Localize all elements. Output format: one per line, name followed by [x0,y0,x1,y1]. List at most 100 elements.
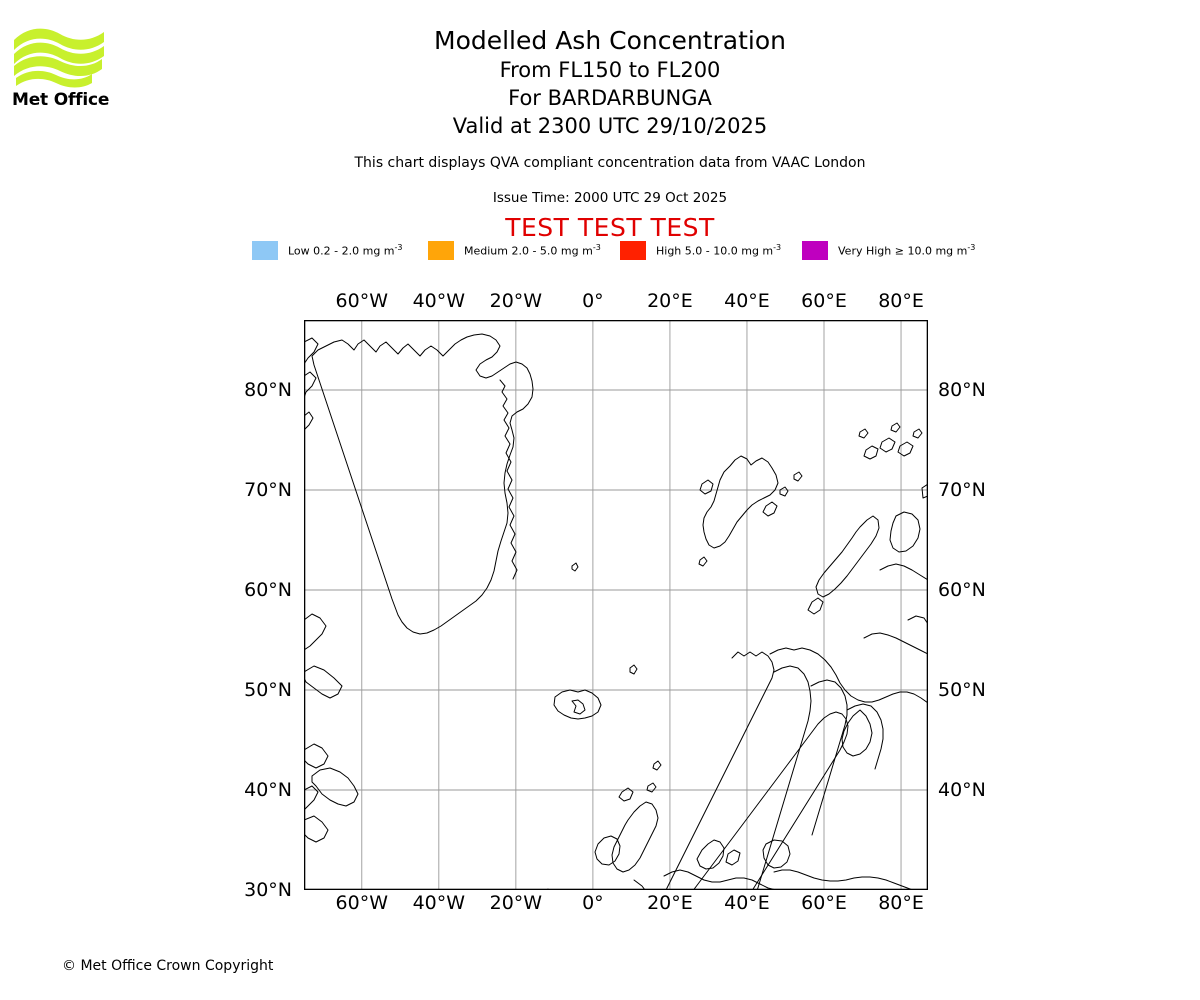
greenland-east-fjords [499,379,518,580]
iceland-coastline [553,689,602,720]
ob-estuary [907,615,928,625]
lon-tick-label-bottom-60°W: 60°W [335,892,388,914]
norway-west-coast [692,711,849,890]
faroe-islands [629,664,638,675]
legend-swatch-very-high [802,240,828,260]
lat-tick-label-left-80°N: 80°N [244,379,292,401]
great-britain [611,801,659,873]
denmark-jutland [696,839,725,870]
franz-josef-land-islet-1 [858,428,869,439]
iceland-glacier [571,699,586,715]
flight-level-range: From FL150 to FL200 [499,58,721,82]
zealand-island [725,849,741,866]
lat-tick-label-right-50°N: 50°N [938,679,986,701]
baffin-island-north [304,411,314,431]
legend-item-medium: Medium 2.0 - 5.0 mg m-3 [428,239,601,261]
gulf-st-lawrence [304,815,329,843]
ash-concentration-map [304,320,928,890]
met-office-logo [12,24,122,114]
lon-tick-label-top-60°E: 60°E [801,290,847,312]
met-office-logo-text: Met Office [12,90,110,110]
lon-tick-label-bottom-20°W: 20°W [489,892,543,914]
svalbard-spitsbergen [702,455,779,549]
norway-north-coast [665,651,775,890]
legend-label-medium: Medium 2.0 - 5.0 mg m-3 [464,242,601,258]
siberia-coast [863,632,928,655]
franz-josef-land-central [879,437,896,453]
north-sea-south-coast [663,869,777,890]
novaya-zemlya [815,515,880,598]
lon-tick-label-top-60°W: 60°W [335,290,388,312]
lat-tick-label-left-50°N: 50°N [244,679,292,701]
finland-russia-border [846,703,884,770]
lon-tick-label-top-0°: 0° [582,290,604,312]
lat-tick-label-right-80°N: 80°N [938,379,986,401]
lat-tick-label-right-40°N: 40°N [938,779,986,801]
severnaya-zemlya-edge [921,483,928,499]
test-banner: TEST TEST TEST [505,213,715,242]
legend-item-very-high: Very High ≥ 10.0 mg m-3 [802,239,975,261]
kvitoya [793,471,803,482]
lon-tick-label-bottom-60°E: 60°E [801,892,847,914]
orkney-islands [646,782,657,793]
legend-swatch-medium [428,240,454,260]
map-frame [304,320,928,890]
white-sea [841,709,873,757]
jan-mayen [571,562,579,572]
labrador-south [304,743,329,769]
svalbard-edgeoya [762,501,778,517]
lon-tick-label-bottom-40°E: 40°E [724,892,770,914]
lon-tick-label-top-20°E: 20°E [647,290,693,312]
kola-peninsula-arctic-coast [769,647,928,704]
lat-tick-label-left-40°N: 40°N [244,779,292,801]
newfoundland [311,767,359,807]
map-background [304,320,928,890]
greenland-coastline [311,333,534,635]
legend-swatch-low [252,240,278,260]
legend-label-very-high: Very High ≥ 10.0 mg m-3 [838,242,976,258]
legend-label-low: Low 0.2 - 2.0 mg m-3 [288,242,403,258]
lat-tick-label-right-60°N: 60°N [938,579,986,601]
coastlines [304,333,928,890]
finland-border [810,679,848,836]
labrador-coast [304,665,343,699]
lat-tick-label-left-70°N: 70°N [244,479,292,501]
gotland-baltic [762,839,791,869]
svalbard-nordaustlandet [779,486,789,497]
map-canvas [304,320,928,890]
baffin-island [304,613,327,651]
lon-tick-label-bottom-80°E: 80°E [878,892,924,914]
page-title: Modelled Ash Concentration [434,26,786,55]
franz-josef-land-islet-3 [912,428,923,439]
franz-josef-land-islet-2 [890,422,901,433]
lon-tick-label-top-80°E: 80°E [878,290,924,312]
copyright-notice: © Met Office Crown Copyright [62,958,274,974]
lon-tick-label-top-40°E: 40°E [724,290,770,312]
legend-item-high: High 5.0 - 10.0 mg m-3 [620,239,781,261]
lon-tick-label-bottom-40°W: 40°W [412,892,466,914]
lon-tick-label-top-20°W: 20°W [489,290,543,312]
canadian-arctic-islands [304,371,317,399]
lat-tick-label-left-30°N: 30°N [244,879,292,901]
lon-tick-label-bottom-0°: 0° [582,892,604,914]
eastern-europe-border [773,869,915,890]
sweden-east-coast [756,665,812,890]
met-office-waves-icon [14,28,104,88]
lon-tick-label-top-40°W: 40°W [412,290,466,312]
franz-josef-land-west [863,445,879,460]
nova-scotia [304,785,319,811]
legend-item-low: Low 0.2 - 2.0 mg m-3 [252,239,403,261]
graticule [304,320,928,890]
volcano-name: For BARDARBUNGA [508,86,712,110]
title-block: Modelled Ash Concentration From FL150 to… [160,26,1060,140]
kara-sea-island [889,511,921,553]
yamal-peninsula [879,563,928,581]
lat-tick-label-right-70°N: 70°N [938,479,986,501]
legend-swatch-high [620,240,646,260]
valid-time: Valid at 2300 UTC 29/10/2025 [452,114,768,138]
ireland [594,835,621,866]
ellesmere-island [304,337,319,365]
legend-label-high: High 5.0 - 10.0 mg m-3 [656,242,782,258]
lat-tick-label-left-60°N: 60°N [244,579,292,601]
issue-time: Issue Time: 2000 UTC 29 Oct 2025 [492,190,728,206]
